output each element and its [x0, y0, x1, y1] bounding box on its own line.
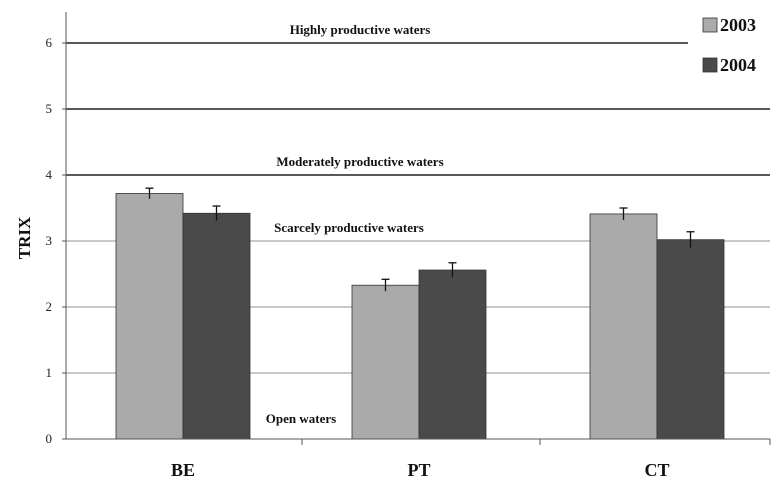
- bar-pt-2004: [418, 269, 487, 440]
- x-tick-label-pt: PT: [407, 460, 430, 480]
- axes: TRIX 0 1 2 3 4 5 6 BE PT CT: [15, 12, 771, 480]
- bar-pt-2003: [351, 284, 420, 440]
- x-tick-label-ct: CT: [644, 460, 669, 480]
- reference-lines: [66, 42, 770, 176]
- reference-label-2: Moderately productive waters: [276, 154, 443, 169]
- legend-label-2003: 2003: [720, 15, 756, 35]
- annotations: Highly productive waters Moderately produ…: [266, 22, 444, 426]
- legend-swatch-2003: [702, 17, 718, 33]
- y-tick-label-6: 6: [46, 35, 53, 50]
- y-tick-label-1: 1: [46, 365, 53, 380]
- y-tick-label-3: 3: [46, 233, 53, 248]
- y-tick-label-4: 4: [46, 167, 53, 182]
- y-tick-label-0: 0: [46, 431, 53, 446]
- reference-label-0: Highly productive waters: [290, 22, 431, 37]
- y-tick-label-2: 2: [46, 299, 53, 314]
- x-tick-label-be: BE: [171, 460, 195, 480]
- band-label-1: Open waters: [266, 411, 336, 426]
- bar-ct-2004: [656, 239, 725, 440]
- bar-be-2003: [115, 193, 184, 440]
- y-tick-label-5: 5: [46, 101, 53, 116]
- bar-ct-2003: [589, 213, 658, 440]
- legend-swatch-2004: [702, 57, 718, 73]
- bar-be-2004: [182, 212, 251, 440]
- band-label-0: Scarcely productive waters: [274, 220, 424, 235]
- y-axis-title: TRIX: [15, 216, 34, 259]
- legend-label-2004: 2004: [720, 55, 756, 75]
- legend: 2003 2004: [702, 15, 756, 75]
